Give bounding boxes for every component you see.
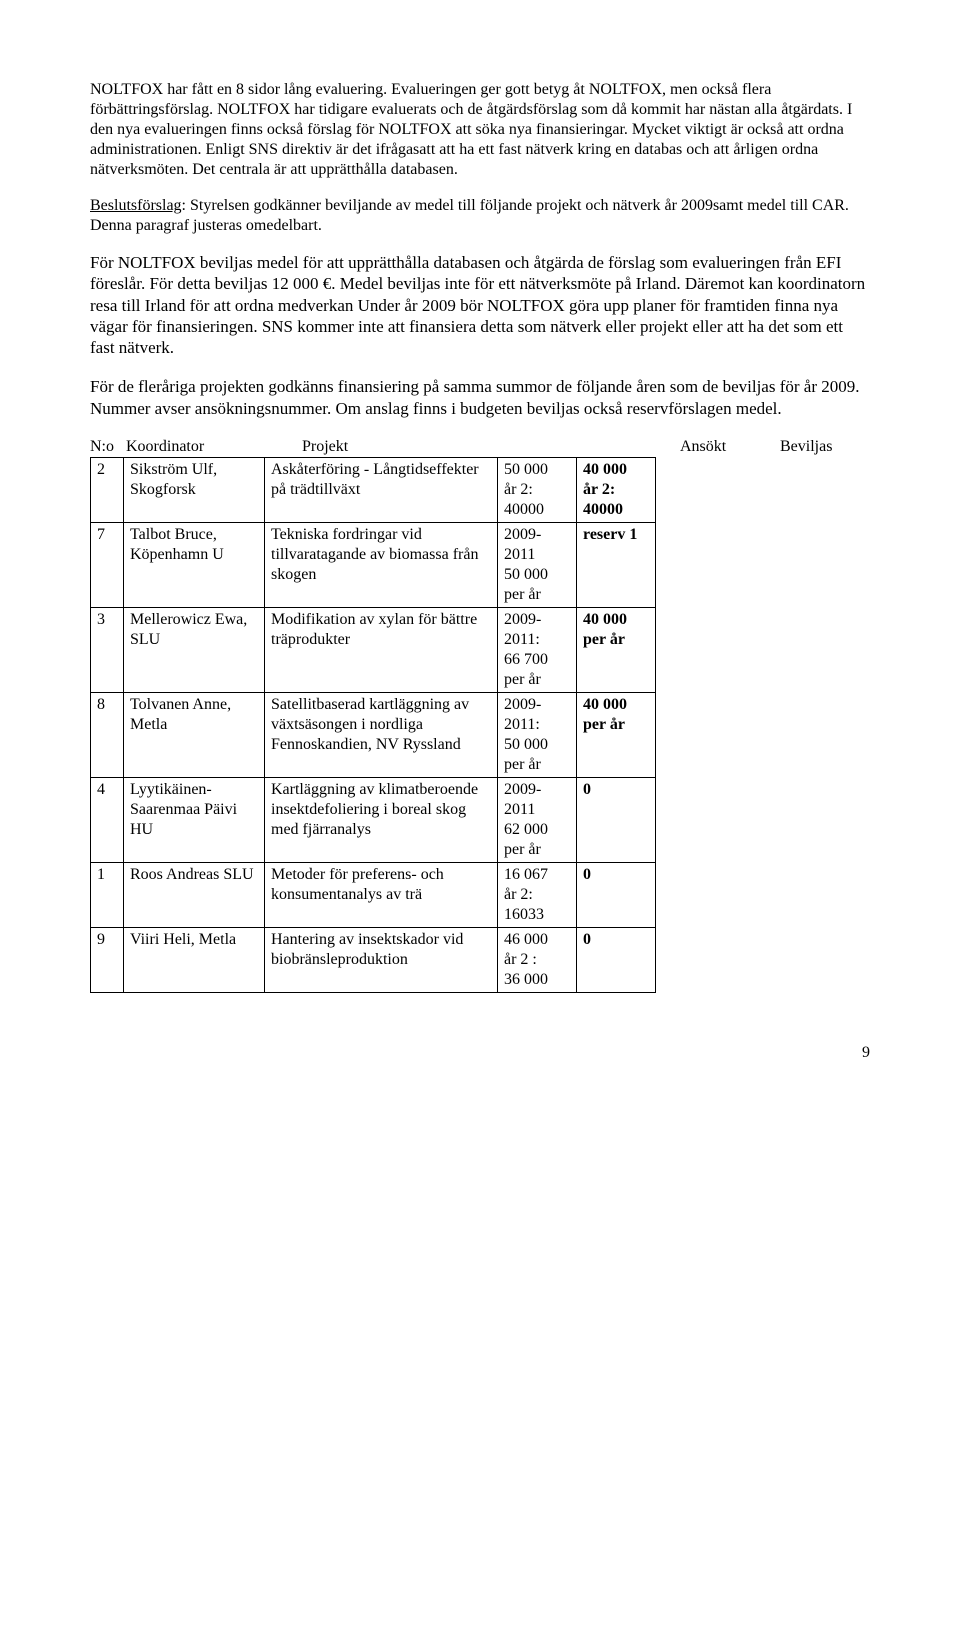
- cell-applied: 46 000år 2 :36 000: [498, 927, 577, 992]
- cell-num: 7: [91, 522, 124, 607]
- table-row: 8Tolvanen Anne, MetlaSatellitbaserad kar…: [91, 692, 656, 777]
- table-row: 7Talbot Bruce, Köpenhamn UTekniska fordr…: [91, 522, 656, 607]
- cell-applied: 50 000år 2:40000: [498, 457, 577, 522]
- table-row: 2Sikström Ulf, SkogforskAskåterföring - …: [91, 457, 656, 522]
- cell-project: Askåterföring - Långtidseffekter på träd…: [265, 457, 498, 522]
- paragraph-1: NOLTFOX har fått en 8 sidor lång evaluer…: [90, 80, 870, 180]
- cell-granted: 0: [577, 927, 656, 992]
- cell-num: 8: [91, 692, 124, 777]
- cell-granted: 0: [577, 862, 656, 927]
- col-header-project: Projekt: [266, 437, 552, 457]
- paragraph-3: För NOLTFOX beviljas medel för att upprä…: [90, 252, 870, 358]
- cell-applied: 2009-2011:66 700per år: [498, 607, 577, 692]
- paragraph-4: För de fleråriga projekten godkänns fina…: [90, 376, 870, 419]
- cell-num: 4: [91, 777, 124, 862]
- cell-coordinator: Sikström Ulf, Skogforsk: [124, 457, 265, 522]
- col-header-coordinator: Koordinator: [124, 437, 266, 457]
- cell-coordinator: Lyytikäinen-Saarenmaa Päivi HU: [124, 777, 265, 862]
- cell-granted: reserv 1: [577, 522, 656, 607]
- cell-coordinator: Tolvanen Anne, Metla: [124, 692, 265, 777]
- cell-applied: 16 067år 2:16033: [498, 862, 577, 927]
- cell-num: 3: [91, 607, 124, 692]
- projects-table: 2Sikström Ulf, SkogforskAskåterföring - …: [90, 457, 656, 993]
- cell-project: Kartläggning av klimatberoende insektdef…: [265, 777, 498, 862]
- cell-granted: 40 000år 2:40000: [577, 457, 656, 522]
- col-header-granted: Beviljas: [780, 437, 870, 457]
- cell-project: Hantering av insektskador vid biobränsle…: [265, 927, 498, 992]
- cell-coordinator: Roos Andreas SLU: [124, 862, 265, 927]
- cell-coordinator: Talbot Bruce, Köpenhamn U: [124, 522, 265, 607]
- col-header-num: N:o: [90, 437, 124, 457]
- cell-project: Modifikation av xylan för bättre träprod…: [265, 607, 498, 692]
- cell-granted: 40 000per år: [577, 607, 656, 692]
- cell-project: Satellitbaserad kartläggning av växtsäso…: [265, 692, 498, 777]
- paragraph-2: Beslutsförslag: Styrelsen godkänner bevi…: [90, 196, 870, 236]
- cell-project: Tekniska fordringar vid tillvaratagande …: [265, 522, 498, 607]
- cell-applied: 2009-201150 000per år: [498, 522, 577, 607]
- table-row: 4Lyytikäinen-Saarenmaa Päivi HUKartläggn…: [91, 777, 656, 862]
- table-row: 1Roos Andreas SLUMetoder för preferens- …: [91, 862, 656, 927]
- cell-applied: 2009-2011:50 000per år: [498, 692, 577, 777]
- cell-coordinator: Viiri Heli, Metla: [124, 927, 265, 992]
- cell-num: 2: [91, 457, 124, 522]
- cell-granted: 0: [577, 777, 656, 862]
- page-number: 9: [90, 1043, 870, 1063]
- cell-num: 9: [91, 927, 124, 992]
- decision-proposal-label: Beslutsförslag: [90, 197, 182, 214]
- col-header-applied: Ansökt: [680, 437, 780, 457]
- table-row: 3Mellerowicz Ewa, SLUModifikation av xyl…: [91, 607, 656, 692]
- table-header: N:o Koordinator Projekt Ansökt Beviljas: [90, 437, 870, 457]
- cell-applied: 2009-201162 000per år: [498, 777, 577, 862]
- cell-project: Metoder för preferens- och konsumentanal…: [265, 862, 498, 927]
- decision-proposal-text: : Styrelsen godkänner beviljande av mede…: [90, 197, 849, 234]
- table-row: 9Viiri Heli, MetlaHantering av insektska…: [91, 927, 656, 992]
- cell-granted: 40 000per år: [577, 692, 656, 777]
- cell-coordinator: Mellerowicz Ewa, SLU: [124, 607, 265, 692]
- cell-num: 1: [91, 862, 124, 927]
